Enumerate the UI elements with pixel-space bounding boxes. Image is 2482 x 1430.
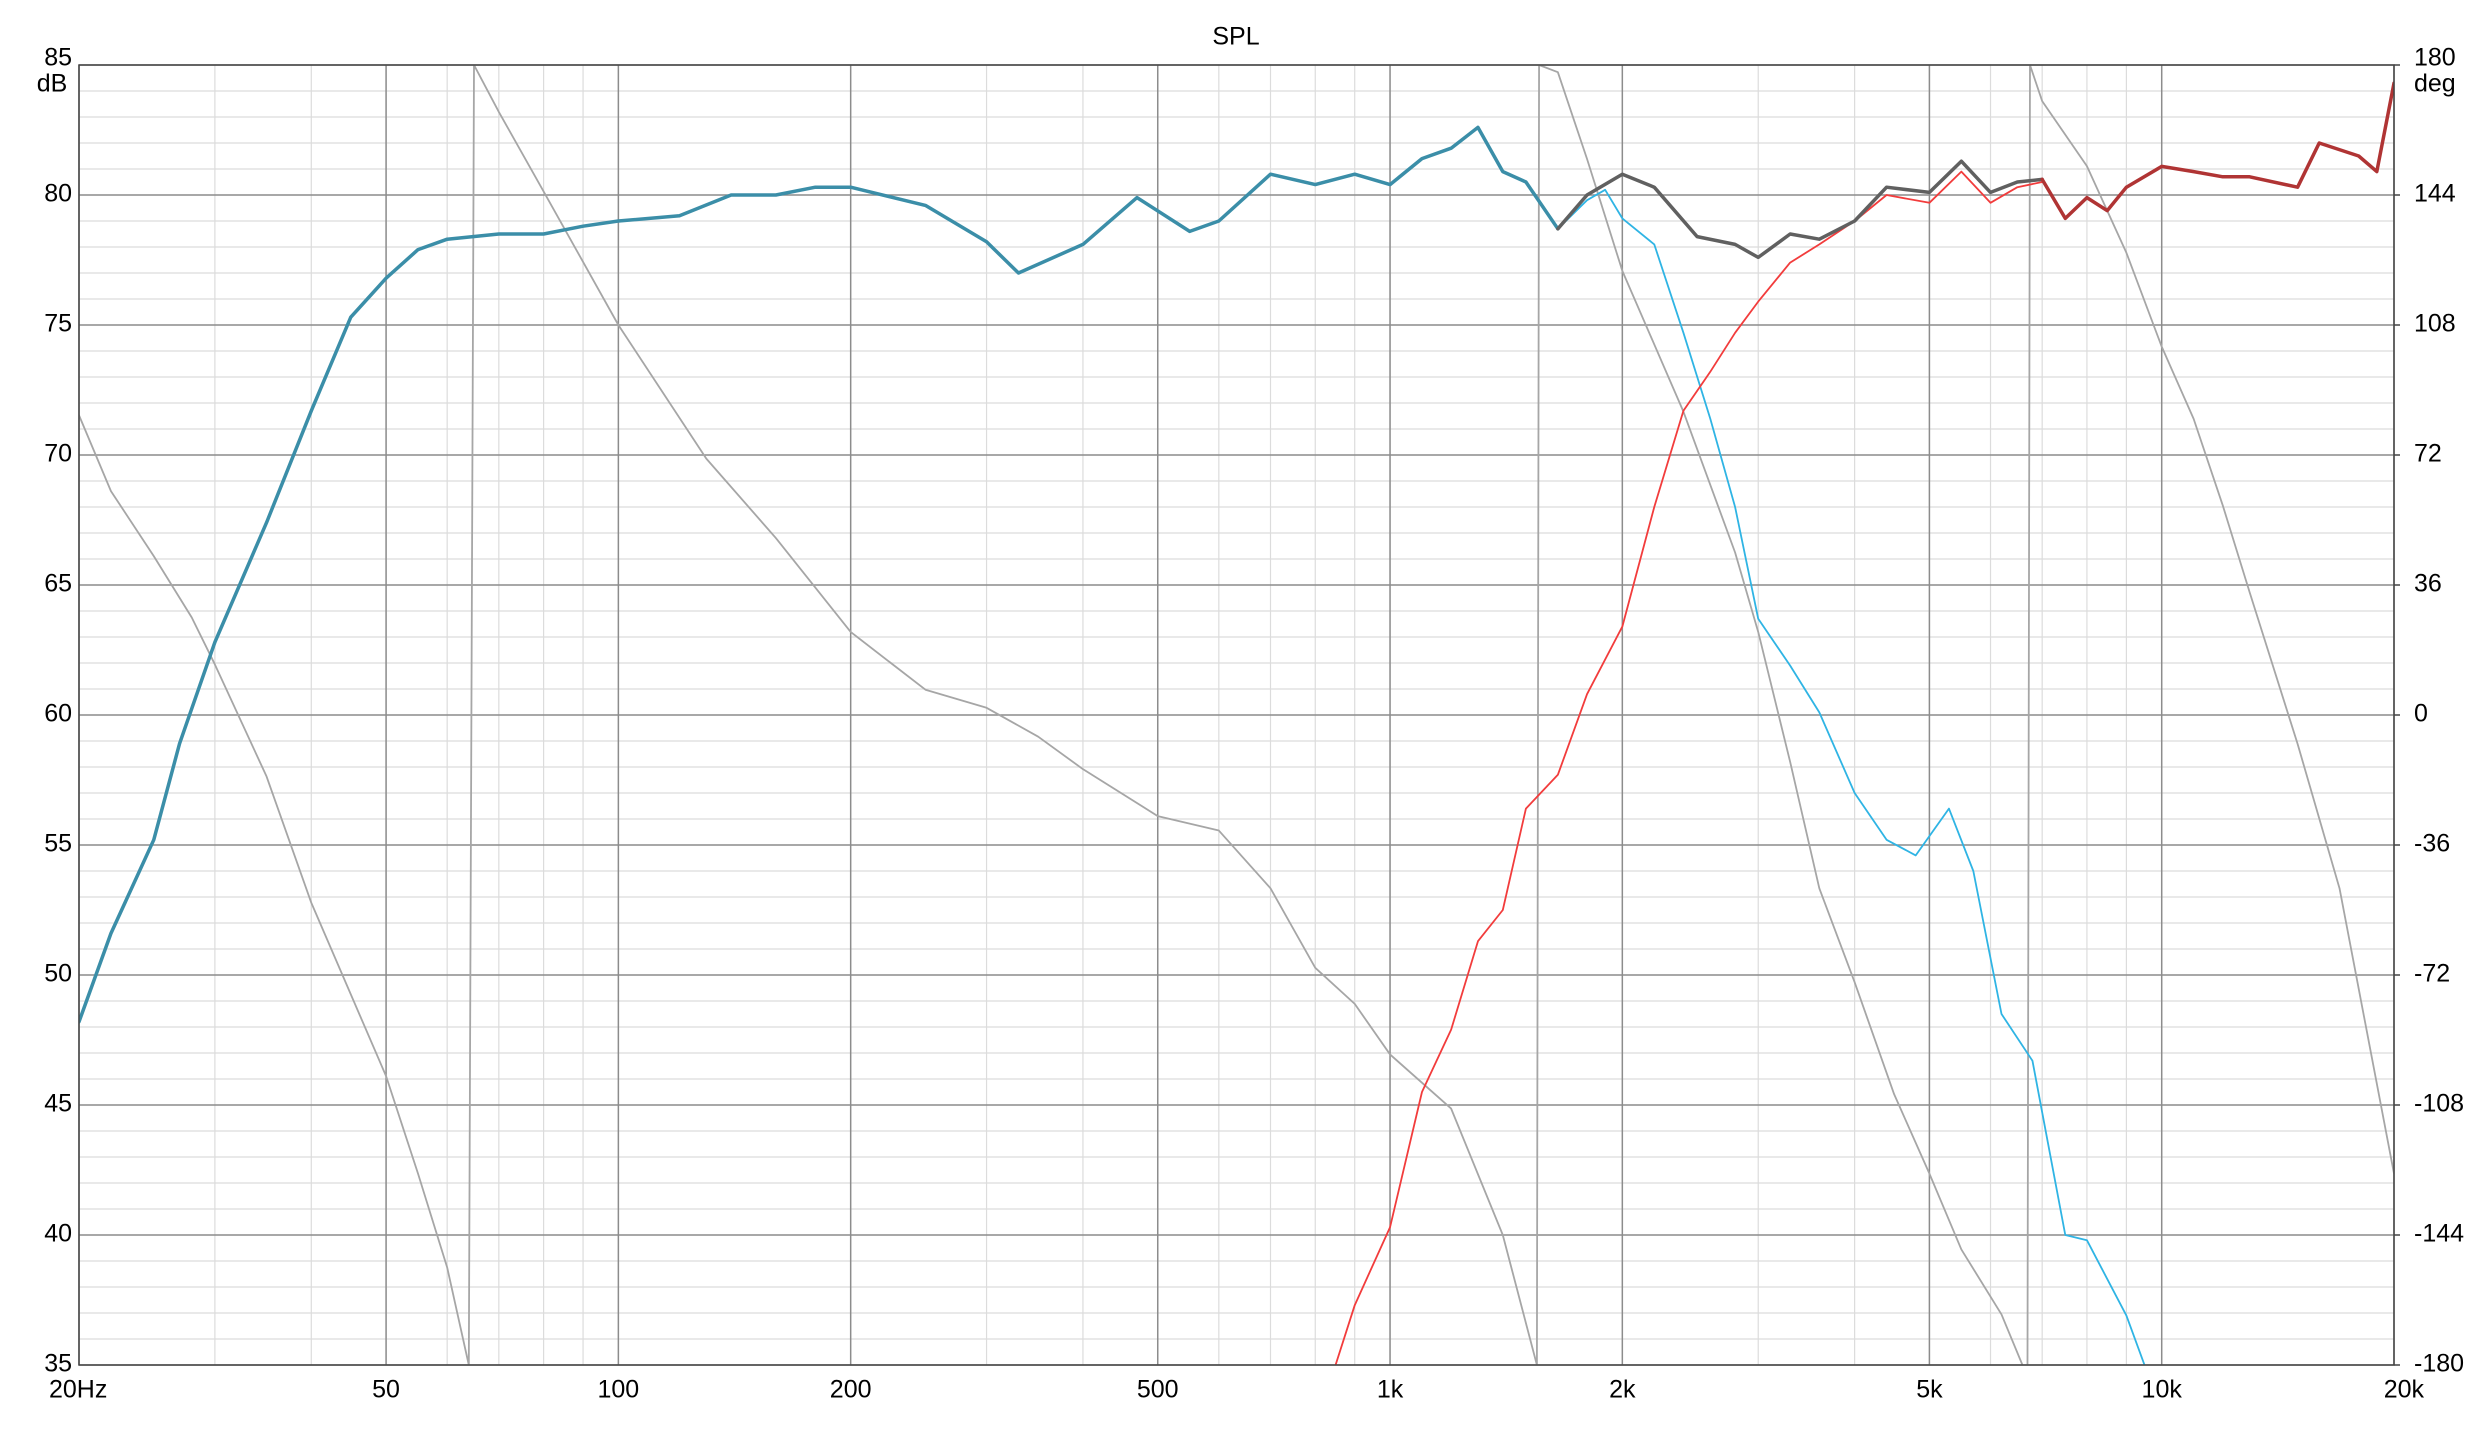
- x-tick-label: 20k: [2384, 1376, 2425, 1404]
- x-tick-label: 200: [830, 1376, 872, 1404]
- y2-tick-label: -72: [2414, 960, 2450, 988]
- x-tick-label: 1k: [1377, 1376, 1404, 1404]
- data-line: [1556, 159, 2044, 260]
- y2-tick-label: 0: [2414, 700, 2428, 728]
- data-line: [1334, 170, 2044, 1365]
- x-tick-label: 10k: [2142, 1376, 2183, 1404]
- y-tick-label: 80: [44, 180, 72, 208]
- y2-tick-label: 180: [2414, 44, 2456, 72]
- plot-lines: [79, 65, 2394, 1365]
- y2-axis-label: deg: [2414, 70, 2456, 98]
- y2-tick-label: -108: [2414, 1090, 2464, 1118]
- y2-tick-label: -180: [2414, 1350, 2464, 1378]
- data-line: [2026, 65, 2394, 1365]
- y2-tick-label: -36: [2414, 830, 2450, 858]
- data-line: [79, 125, 1560, 1024]
- y-tick-label: 40: [44, 1220, 72, 1248]
- data-line: [79, 65, 2024, 1365]
- data-line: [1501, 170, 2146, 1365]
- y-tick-label: 45: [44, 1090, 72, 1118]
- y-tick-label: 55: [44, 830, 72, 858]
- grid: [78, 64, 2395, 1366]
- y2-tick-label: -144: [2414, 1220, 2464, 1248]
- y2-tick-label: 144: [2414, 180, 2456, 208]
- y-tick-label: 60: [44, 700, 72, 728]
- x-tick-label: 5k: [1916, 1376, 1943, 1404]
- y2-tick-label: 108: [2414, 310, 2456, 338]
- y-tick-label: 65: [44, 570, 72, 598]
- y2-tick-label: 36: [2414, 570, 2442, 598]
- data-line: [2040, 81, 2394, 221]
- y-tick-label: 35: [44, 1350, 72, 1378]
- y-axis-label: dB: [37, 70, 68, 98]
- x-tick-label: 50: [372, 1376, 400, 1404]
- x-tick-label: 2k: [1609, 1376, 1636, 1404]
- y2-tick-label: 72: [2414, 440, 2442, 468]
- y-tick-label: 70: [44, 440, 72, 468]
- y-tick-label: 85: [44, 44, 72, 72]
- chart-title: SPL: [1212, 23, 1259, 51]
- y-tick-label: 75: [44, 310, 72, 338]
- y-tick-label: 50: [44, 960, 72, 988]
- x-tick-label: 100: [598, 1376, 640, 1404]
- x-tick-label: 20Hz: [49, 1376, 107, 1404]
- x-tick-label: 500: [1137, 1376, 1179, 1404]
